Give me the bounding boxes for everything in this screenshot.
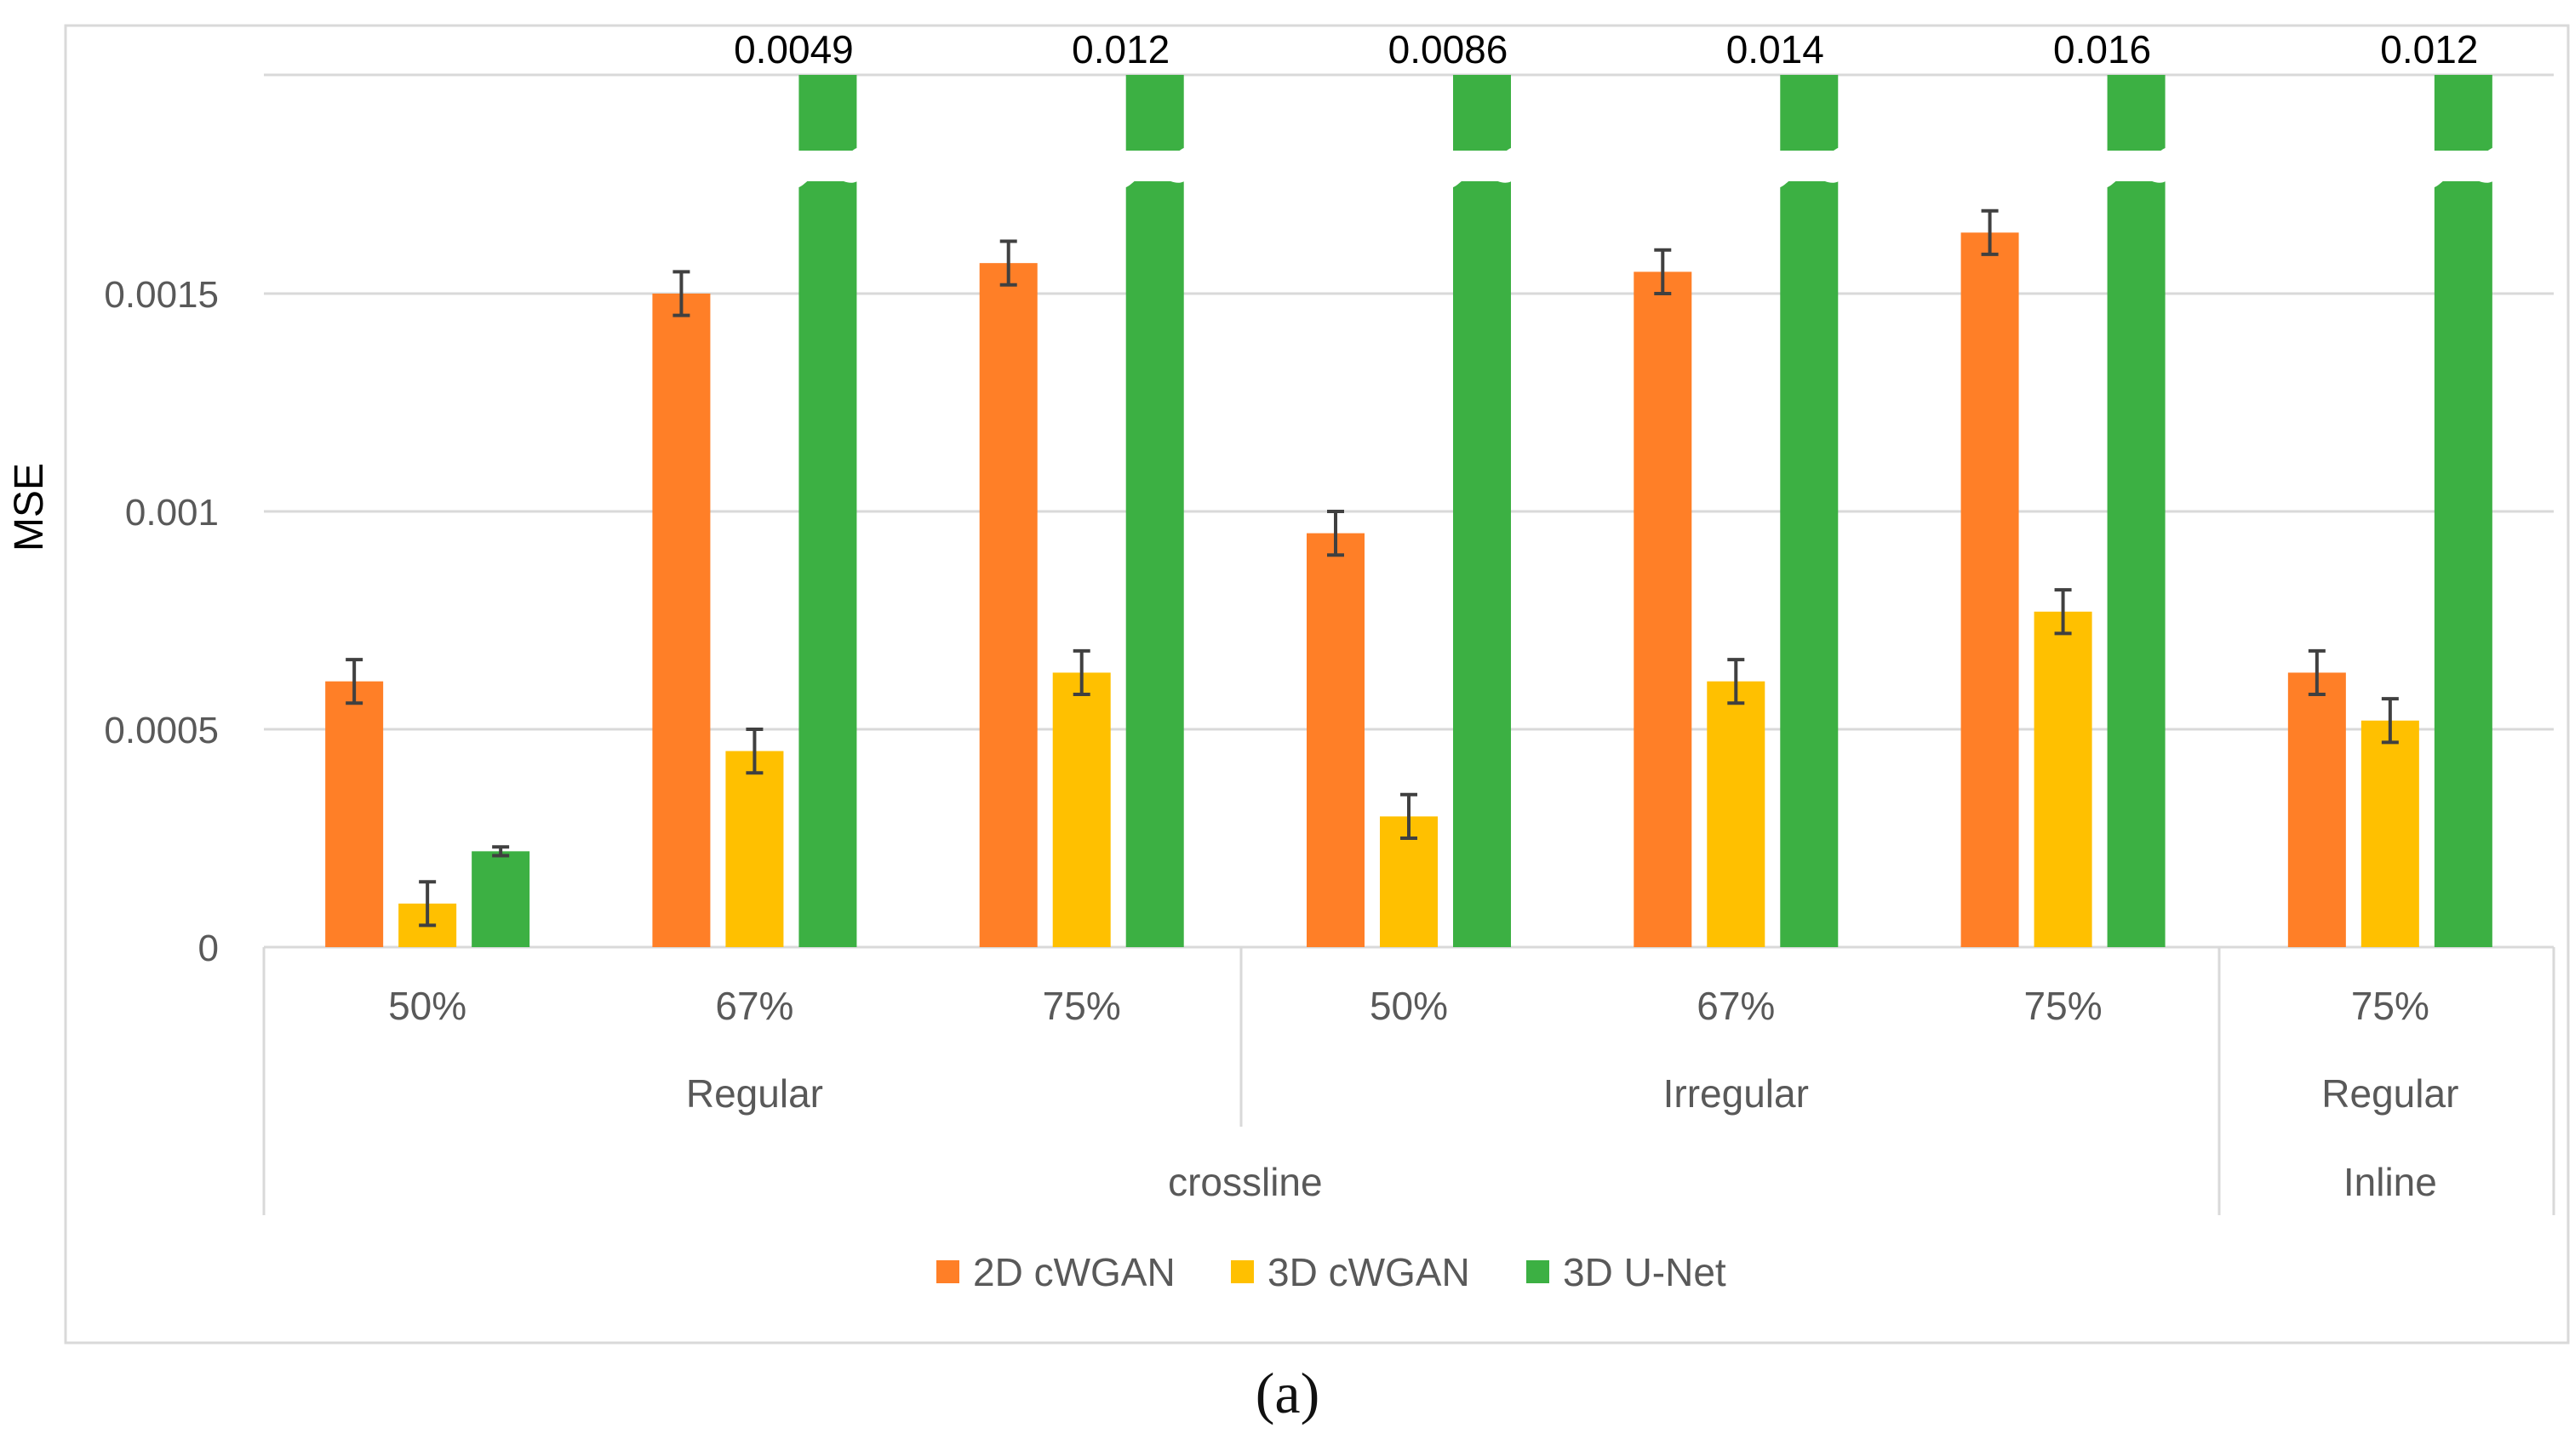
- bar-3d-u-net-lower: [2107, 181, 2166, 947]
- x-group-label: Regular: [686, 1071, 823, 1116]
- axis-break-mark: [1775, 147, 1844, 188]
- bar-2d-cwgan: [1307, 533, 1365, 947]
- legend-swatch: [936, 1260, 959, 1283]
- y-tick-label: 0.0015: [104, 274, 219, 316]
- bar-3d-cwgan: [1052, 672, 1111, 947]
- axis-break-mark: [1120, 147, 1189, 188]
- legend-swatch: [1231, 1260, 1254, 1283]
- legend-swatch: [1526, 1260, 1549, 1283]
- axis-break-mark: [793, 147, 862, 188]
- bar-3d-u-net-lower: [1125, 181, 1184, 947]
- bar-3d-cwgan: [2034, 611, 2092, 947]
- x-tick-label: 67%: [715, 984, 793, 1028]
- x-tick-label: 67%: [1697, 984, 1775, 1028]
- legend-label: 2D cWGAN: [973, 1250, 1176, 1294]
- y-tick-label: 0: [198, 928, 219, 969]
- x-group-label: Regular: [2321, 1071, 2458, 1116]
- bar-2d-cwgan: [1960, 232, 2019, 947]
- bar-value-label: 0.016: [2053, 27, 2151, 71]
- y-tick-label: 0.001: [125, 492, 219, 534]
- bar-3d-u-net-upper: [1453, 75, 1511, 151]
- y-axis: 0 0.0005 0.001 0.0015: [104, 274, 219, 969]
- x-tick-label: 50%: [1370, 984, 1448, 1028]
- x-supergroup-label: crossline: [1168, 1160, 1323, 1204]
- bar-2d-cwgan: [2287, 672, 2346, 947]
- bar-2d-cwgan: [1634, 271, 1692, 947]
- x-supergroup-label: Inline: [2343, 1160, 2437, 1204]
- bar-value-label: 0.0086: [1388, 27, 1508, 71]
- bar-value-label: 0.014: [1726, 27, 1824, 71]
- axis-break-mark: [1448, 147, 1516, 188]
- bar-value-label: 0.0049: [734, 27, 854, 71]
- bar-value-label: 0.012: [2380, 27, 2478, 71]
- bar-2d-cwgan: [979, 263, 1038, 947]
- x-axis: 50% 67% 75% 50% 67% 75% 75% Regular Irregular Reg…: [262, 947, 2555, 1215]
- legend-label: 3D cWGAN: [1267, 1250, 1470, 1294]
- bar-3d-cwgan: [725, 751, 784, 947]
- bar-3d-u-net-upper: [2107, 75, 2166, 151]
- x-tick-label: 75%: [1043, 984, 1121, 1028]
- x-tick-label: 75%: [2024, 984, 2103, 1028]
- bar-value-label: 0.012: [1072, 27, 1170, 71]
- bar-3d-u-net-upper: [1780, 75, 1839, 151]
- y-tick-label: 0.0005: [104, 710, 219, 751]
- bar-3d-u-net-upper: [1125, 75, 1184, 151]
- y-axis-title: MSE: [7, 463, 52, 551]
- bar-series: 0.0049 0.012 0.0086 0.014 0.016 0.012: [325, 27, 2498, 947]
- x-tick-label: 75%: [2351, 984, 2429, 1028]
- mse-bar-chart: 0 0.0005 0.001 0.0015 MSE 0.0049 0.012 0.0086…: [7, 24, 2570, 1345]
- bar-3d-u-net-lower: [1453, 181, 1511, 947]
- bar-3d-u-net-lower: [798, 181, 857, 947]
- bar-3d-u-net: [472, 851, 530, 947]
- bar-3d-cwgan: [1707, 681, 1765, 947]
- bar-3d-u-net-lower: [1780, 181, 1839, 947]
- bar-3d-cwgan: [2360, 720, 2419, 947]
- axis-break-mark: [2429, 147, 2498, 188]
- bar-3d-u-net-lower: [2434, 181, 2492, 947]
- x-group-label: Irregular: [1663, 1071, 1809, 1116]
- axis-break-mark: [2102, 147, 2171, 188]
- figure-caption: (a): [1255, 1361, 1320, 1425]
- legend: 2D cWGAN 3D cWGAN 3D U-Net: [936, 1250, 1726, 1294]
- x-tick-label: 50%: [388, 984, 466, 1028]
- bar-2d-cwgan: [652, 294, 711, 947]
- legend-label: 3D U-Net: [1563, 1250, 1726, 1294]
- bar-3d-u-net-upper: [798, 75, 857, 151]
- bar-2d-cwgan: [325, 681, 384, 947]
- bar-3d-u-net-upper: [2434, 75, 2492, 151]
